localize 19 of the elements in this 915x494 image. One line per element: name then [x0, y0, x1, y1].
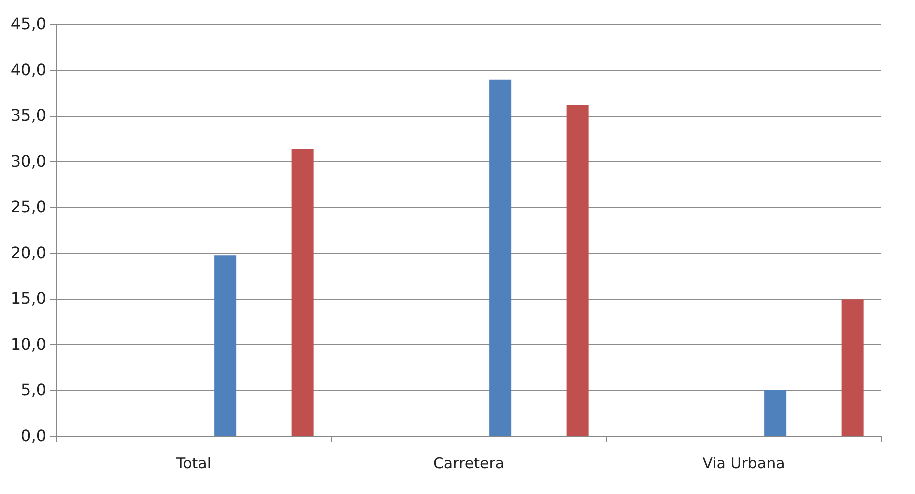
bar	[566, 105, 589, 436]
bar	[842, 300, 864, 436]
y-tick-label: 0,0	[21, 426, 46, 446]
y-tick-label: 15,0	[10, 289, 46, 308]
y-tick-label: 35,0	[10, 106, 46, 126]
bar	[764, 390, 787, 436]
bar	[214, 256, 237, 436]
y-tick-label: 45,0	[10, 14, 46, 34]
bar	[490, 80, 512, 436]
bar	[292, 149, 314, 436]
y-tick-label: 5,0	[21, 380, 46, 400]
x-tick-label: Carretera	[433, 454, 505, 472]
y-tick-label: 25,0	[10, 198, 46, 217]
y-tick-label: 10,0	[10, 334, 46, 354]
x-tick-label: Total	[175, 454, 212, 472]
y-tick-label: 30,0	[10, 152, 46, 171]
x-tick-label: Via Urbana	[702, 454, 786, 472]
y-tick-label: 20,0	[10, 243, 46, 262]
y-tick-label: 40,0	[10, 60, 46, 80]
